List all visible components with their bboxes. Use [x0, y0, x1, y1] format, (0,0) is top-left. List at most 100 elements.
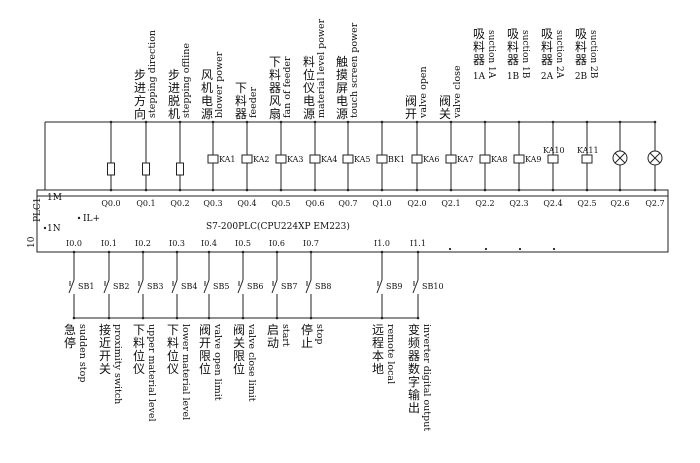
bus-junction [618, 120, 622, 124]
output-address-label: Q2.2 [475, 199, 494, 208]
output-label-cn-char: 阀 [405, 94, 417, 108]
relay-label: KA11 [577, 146, 599, 155]
output-label-cn-char: 开 [405, 107, 417, 121]
input-label-cn-char: 关 [99, 362, 111, 376]
relay-coil-symbol [342, 154, 354, 164]
input-label-cn-char: 料 [167, 336, 179, 350]
output-channel-Q2-2: KA8 Q2.2 吸料器 1A suction 1A [473, 27, 508, 208]
output-label-cn-char: 电 [303, 94, 315, 108]
output-terminal [653, 188, 657, 192]
output-terminal [279, 188, 283, 192]
switch-label: SB2 [113, 282, 129, 291]
input-label-en: proximity switch [112, 324, 123, 404]
bus-junction [178, 120, 182, 124]
bus-junction [415, 120, 419, 124]
output-label-cn-char: 方 [134, 93, 146, 108]
output-label-en: suction 1B [520, 30, 530, 79]
input-label-cn-char: 位 [233, 361, 245, 376]
relay-label: KA7 [457, 155, 474, 164]
output-address-label: Q2.6 [610, 199, 629, 208]
switch-label: SB7 [281, 282, 297, 291]
bus-junction [585, 120, 589, 124]
output-label-cn-char: 下 [235, 81, 247, 95]
output-channel-Q2-0: KA6 Q2.0 阀开 valve open [405, 66, 440, 208]
output-address-label: Q0.1 [136, 199, 155, 208]
output-label-cn-char: 机 [201, 81, 213, 95]
output-label-en: stepping offline [181, 43, 192, 118]
output-address-label: Q0.4 [237, 199, 256, 208]
input-address-label: I0.3 [169, 239, 185, 248]
input-label-cn-char: 字 [408, 374, 420, 389]
unused-input-terminal [518, 247, 522, 251]
input-label-cn-char: 近 [99, 336, 111, 350]
switch-blade [237, 279, 244, 294]
output-label-cn-char: 摸 [336, 68, 348, 82]
relay-coil-symbol [445, 154, 457, 164]
output-label-cn-char: 仪 [303, 81, 315, 95]
switch-blade [137, 279, 144, 294]
relay-coil-symbol [581, 154, 593, 164]
output-channel-Q2-5: KA11 Q2.5 吸料器 2B suction 2B [575, 27, 599, 208]
output-terminal [211, 188, 215, 192]
output-label-en: touch screen power [349, 22, 360, 118]
output-label-cn-char: 电 [201, 94, 213, 108]
bus-junction [313, 120, 317, 124]
input-label-cn-char: 阀 [233, 323, 245, 337]
input-address-label: I0.7 [303, 239, 319, 248]
input-label-en: inverter digital output [421, 324, 432, 431]
switch-label: SB8 [315, 282, 331, 291]
bus-junction [551, 120, 555, 124]
switch-blade [103, 279, 110, 294]
output-label-cn-char: 源 [336, 107, 348, 121]
output-terminal [313, 188, 317, 192]
input-label-en: valve open limit [212, 323, 223, 401]
input-label-en: start [280, 324, 291, 347]
relay-coil-symbol [309, 154, 321, 164]
input-label-cn-char: 器 [408, 349, 420, 363]
output-label-cn-char: 器 [575, 53, 587, 67]
output-label-cn-char: 阀 [439, 94, 451, 108]
input-address-label: I0.1 [101, 239, 117, 248]
input-label-cn-char: 开 [199, 336, 211, 350]
relay-label: KA6 [423, 155, 440, 164]
input-address-label: I0.6 [269, 239, 285, 248]
output-label-cn-char: 风 [269, 94, 281, 108]
input-label-cn-char: 停 [301, 322, 313, 337]
output-address-label: Q0.5 [271, 199, 290, 208]
relay-label: KA4 [321, 155, 338, 164]
output-address-label: Q2.0 [407, 199, 426, 208]
output-label-cn-char: 器 [507, 53, 519, 67]
input-label-cn-char: 地 [372, 362, 384, 376]
output-label-cn-char: 电 [336, 94, 348, 108]
input-label-en: stop [314, 324, 325, 345]
output-label-cn-char: 屏 [336, 81, 348, 95]
input-label-cn-char: 位 [199, 361, 211, 376]
input-address-label: I0.2 [135, 239, 151, 248]
input-label-cn-char: 开 [99, 349, 111, 363]
bus-junction [144, 120, 148, 124]
relay-label: KA3 [287, 155, 304, 164]
input-label-cn-char: 启 [267, 323, 279, 337]
input-address-label: I1.0 [374, 239, 390, 248]
input-label-cn-char: 数 [408, 361, 420, 376]
output-address-label: Q0.6 [305, 199, 324, 208]
output-label-cn-char: 步 [134, 68, 146, 82]
plc-common-1m-label: 1M [47, 193, 62, 203]
output-label-cn-char: 料 [507, 40, 519, 54]
bus-junction [449, 120, 453, 124]
input-label-en: remote local [385, 324, 396, 384]
output-channel-Q2-7: Q2.7 [645, 120, 665, 208]
plc-model-label: S7-200PLC(CPU224XP EM223) [206, 221, 350, 232]
output-address-label: Q0.3 [203, 199, 222, 208]
input-label-cn-char: 急 [64, 322, 76, 337]
output-address-label: Q1.0 [372, 199, 391, 208]
output-channel-Q2-1: KA7 Q2.1 阀关 valve close [439, 65, 474, 208]
plc-power-in-label: IL+ [83, 214, 100, 224]
relay-label: KA10 [543, 146, 565, 155]
relay-coil-symbol [241, 154, 253, 164]
output-terminal [380, 188, 384, 192]
switch-label: SB1 [78, 282, 94, 291]
bus-junction [245, 120, 249, 124]
input-label-cn-char: 料 [133, 336, 145, 350]
